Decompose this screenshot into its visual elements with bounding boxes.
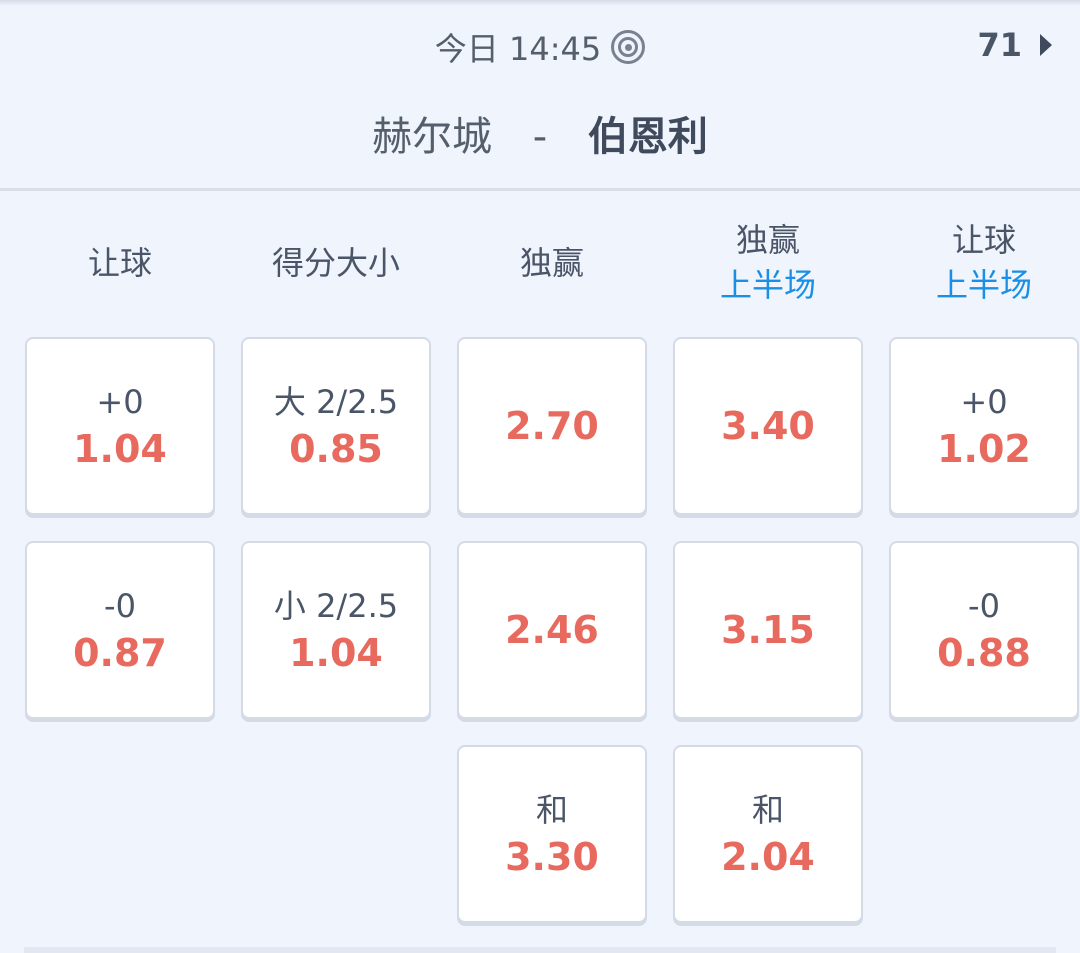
caret-right-icon (1040, 34, 1052, 56)
odds-button[interactable]: +0 1.04 (25, 337, 215, 515)
odds-button[interactable]: 2.70 (457, 337, 647, 515)
column-title: 让球 (87, 243, 152, 282)
top-shadow (0, 0, 1080, 6)
odds-button[interactable]: 小 2/2.5 1.04 (241, 541, 431, 719)
odds-value: 2.04 (721, 835, 815, 879)
match-time: 今日 14:45 (0, 24, 1080, 70)
home-team: 赫尔城 (372, 114, 493, 160)
odds-value: 1.02 (937, 427, 1031, 471)
match-time-text: 今日 14:45 (434, 30, 602, 68)
column-header: 独赢 (457, 218, 647, 308)
odds-value: 3.30 (505, 835, 599, 879)
odds-button[interactable]: +0 1.02 (889, 337, 1079, 515)
odds-label: +0 (96, 383, 144, 421)
column-title: 独赢 (519, 243, 584, 282)
column-subtitle: 上半场 (935, 266, 1032, 304)
divider (0, 188, 1080, 191)
odds-value: 1.04 (73, 427, 167, 471)
odds-label: 和 (535, 791, 568, 829)
odds-value: 2.46 (505, 608, 599, 652)
odds-value: 1.04 (289, 631, 383, 675)
odds-label: 大 2/2.5 (273, 383, 399, 421)
odds-button[interactable]: 3.15 (673, 541, 863, 719)
separator: - (532, 114, 548, 160)
odds-button[interactable]: 和 3.30 (457, 745, 647, 923)
odds-button[interactable]: 3.40 (673, 337, 863, 515)
away-team: 伯恩利 (587, 114, 708, 160)
more-markets-button[interactable]: 71 (977, 26, 1052, 64)
column-header: 让球 (25, 218, 215, 308)
odds-label: -0 (968, 587, 1000, 625)
odds-value: 3.15 (721, 608, 815, 652)
odds-label: +0 (960, 383, 1008, 421)
match-teams: 赫尔城 - 伯恩利 (0, 104, 1080, 162)
column-subtitle: 上半场 (719, 266, 816, 304)
column-title: 让球 (951, 221, 1016, 259)
column-title: 独赢 (735, 221, 800, 259)
odds-button[interactable]: -0 0.88 (889, 541, 1079, 719)
target-icon (611, 30, 646, 64)
markets-count: 71 (977, 26, 1022, 64)
column-header: 得分大小 (241, 218, 431, 308)
odds-button[interactable]: -0 0.87 (25, 541, 215, 719)
column-header: 让球 上半场 (889, 218, 1079, 308)
odds-button[interactable]: 2.46 (457, 541, 647, 719)
odds-value: 2.70 (505, 404, 599, 448)
bottom-bar (24, 947, 1056, 953)
odds-value: 0.88 (937, 631, 1031, 675)
odds-button[interactable]: 和 2.04 (673, 745, 863, 923)
odds-label: -0 (104, 587, 136, 625)
odds-value: 0.87 (73, 631, 167, 675)
odds-value: 3.40 (721, 404, 815, 448)
column-title: 得分大小 (271, 243, 400, 282)
odds-value: 0.85 (289, 427, 383, 471)
odds-button[interactable]: 大 2/2.5 0.85 (241, 337, 431, 515)
odds-label: 小 2/2.5 (273, 587, 399, 625)
odds-label: 和 (751, 791, 784, 829)
column-header: 独赢 上半场 (673, 218, 863, 308)
